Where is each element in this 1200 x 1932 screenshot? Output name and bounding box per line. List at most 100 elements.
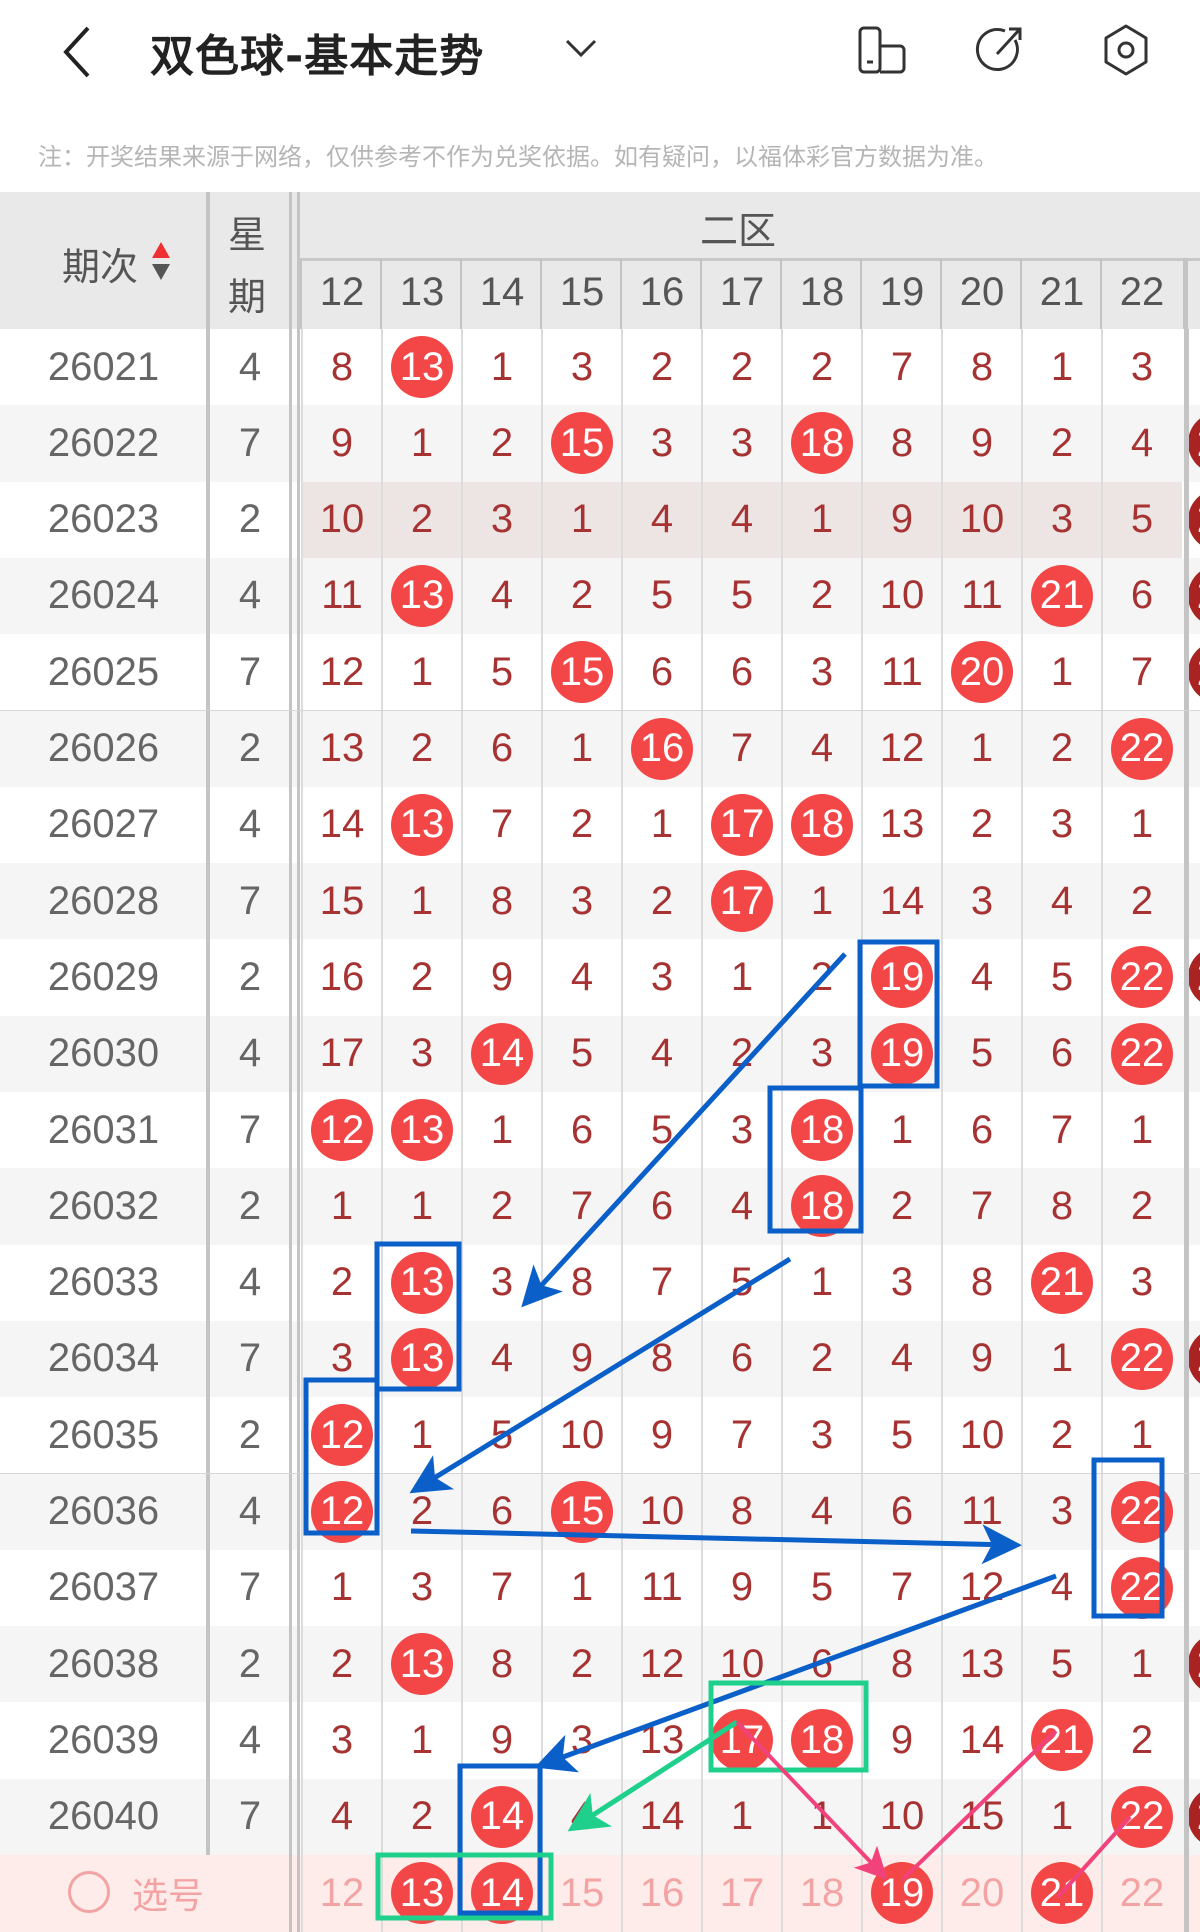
omission-cell: 5 [650, 573, 674, 618]
column-divider [621, 939, 623, 1017]
column-divider [381, 1702, 383, 1780]
number-ball: 23 [1188, 488, 1200, 551]
column-divider [1021, 863, 1023, 941]
share-icon[interactable] [975, 22, 1027, 78]
table-row: 26037 7 1 3 7 1 11 9 5 7 12 4 22 [0, 1549, 1200, 1627]
column-divider [541, 405, 543, 483]
column-separator [289, 557, 292, 635]
column-header: 17 [719, 270, 765, 314]
select-row: 选号 12 13 14 15 16 17 18 19 20 21 22 [0, 1855, 1200, 1932]
column-separator [206, 329, 210, 406]
column-divider [381, 1626, 383, 1704]
column-separator [206, 1092, 210, 1169]
omission-cell: 1 [490, 344, 514, 389]
column-divider [1021, 557, 1023, 635]
column-header: 22 [1119, 270, 1165, 314]
omission-cell: 7 [890, 344, 914, 389]
column-divider [1184, 863, 1189, 941]
column-divider [541, 1626, 543, 1704]
column-divider [701, 1626, 703, 1704]
column-divider [1184, 1855, 1189, 1932]
column-divider [1021, 1626, 1023, 1704]
omission-cell: 1 [570, 1565, 594, 1610]
omission-cell: 1 [1050, 1336, 1074, 1381]
column-divider [301, 786, 303, 864]
column-divider [301, 1168, 303, 1246]
number-option[interactable]: 12 [319, 1870, 365, 1915]
select-label[interactable]: 选号 [131, 1876, 204, 1917]
omission-cell: 3 [970, 878, 994, 923]
column-separator [206, 1702, 210, 1780]
column-divider [621, 863, 623, 941]
omission-cell: 4 [730, 497, 754, 542]
omission-cell: 11 [641, 1565, 683, 1610]
period-cell: 26031 [47, 1107, 160, 1152]
number-ball[interactable]: 19 [871, 1862, 933, 1924]
column-divider [1021, 1549, 1023, 1627]
column-divider [781, 405, 783, 483]
column-divider [1021, 710, 1023, 788]
disclaimer-note: 注：开奖结果来源于网络，仅供参考不作为兑奖依据。如有疑问，以福体彩官方数据为准。 [38, 143, 998, 171]
number-ball[interactable]: 21 [1031, 1862, 1093, 1924]
page-title[interactable]: 双色球-基本走势 [150, 31, 485, 82]
column-divider [941, 939, 943, 1017]
period-header[interactable]: 期次 [62, 245, 139, 289]
column-separator [289, 1320, 292, 1398]
number-ball: 12 [311, 1404, 373, 1467]
number-ball: 23 [1188, 412, 1200, 475]
column-divider [861, 1244, 863, 1322]
omission-cell: 3 [730, 1107, 754, 1152]
number-ball: 19 [871, 946, 933, 1009]
selected-number[interactable]: 14 [462, 1855, 542, 1931]
hit-cell: 17 [702, 1702, 782, 1778]
selected-number[interactable]: 13 [382, 1855, 462, 1931]
column-separator [297, 1168, 300, 1246]
selected-number[interactable]: 19 [862, 1855, 942, 1931]
number-option[interactable]: 18 [799, 1870, 845, 1915]
chevron-down-icon[interactable] [563, 36, 599, 60]
column-separator [289, 786, 292, 864]
column-divider [941, 634, 943, 712]
period-cell: 26021 [47, 344, 160, 389]
omission-cell: 3 [410, 1565, 434, 1610]
column-separator [206, 1168, 210, 1246]
phone-rotate-icon[interactable] [856, 22, 908, 78]
selected-number[interactable]: 21 [1022, 1855, 1102, 1931]
number-option[interactable]: 15 [559, 1870, 605, 1915]
period-cell: 26038 [47, 1641, 160, 1686]
number-option[interactable]: 22 [1119, 1870, 1165, 1915]
omission-cell: 14 [639, 1794, 685, 1839]
hit-cell: 12 [302, 1474, 382, 1550]
omission-cell: 2 [490, 420, 514, 465]
column-separator [289, 1397, 292, 1475]
column-separator [206, 1473, 210, 1551]
column-divider [621, 1397, 623, 1475]
chevron-left-icon[interactable] [58, 22, 98, 82]
number-option[interactable]: 20 [959, 1870, 1005, 1915]
omission-cell: 5 [490, 1412, 514, 1457]
column-divider [941, 1702, 943, 1780]
hit-cell: 22 [1102, 1321, 1182, 1397]
radio-circle-icon[interactable] [68, 1871, 110, 1913]
column-divider [701, 1015, 703, 1093]
number-ball[interactable]: 14 [471, 1862, 533, 1924]
omission-cell: 12 [959, 1565, 1005, 1610]
column-divider [381, 939, 383, 1017]
column-divider [541, 939, 543, 1017]
hit-cell: 19 [862, 1016, 942, 1092]
sort-icon[interactable] [150, 240, 172, 282]
omission-cell: 9 [890, 497, 914, 542]
number-ball[interactable]: 13 [391, 1862, 453, 1924]
settings-icon[interactable] [1100, 22, 1152, 78]
number-option[interactable]: 17 [719, 1870, 765, 1915]
omission-cell: 1 [1050, 344, 1074, 389]
column-divider [701, 1473, 703, 1551]
omission-cell: 9 [490, 954, 514, 999]
column-divider [541, 1244, 543, 1322]
number-option[interactable]: 16 [639, 1870, 685, 1915]
omission-cell: 17 [319, 1031, 365, 1076]
column-separator [297, 710, 300, 788]
omission-cell: 2 [1050, 420, 1074, 465]
omission-cell: 7 [1050, 1107, 1074, 1152]
column-divider [941, 329, 943, 406]
